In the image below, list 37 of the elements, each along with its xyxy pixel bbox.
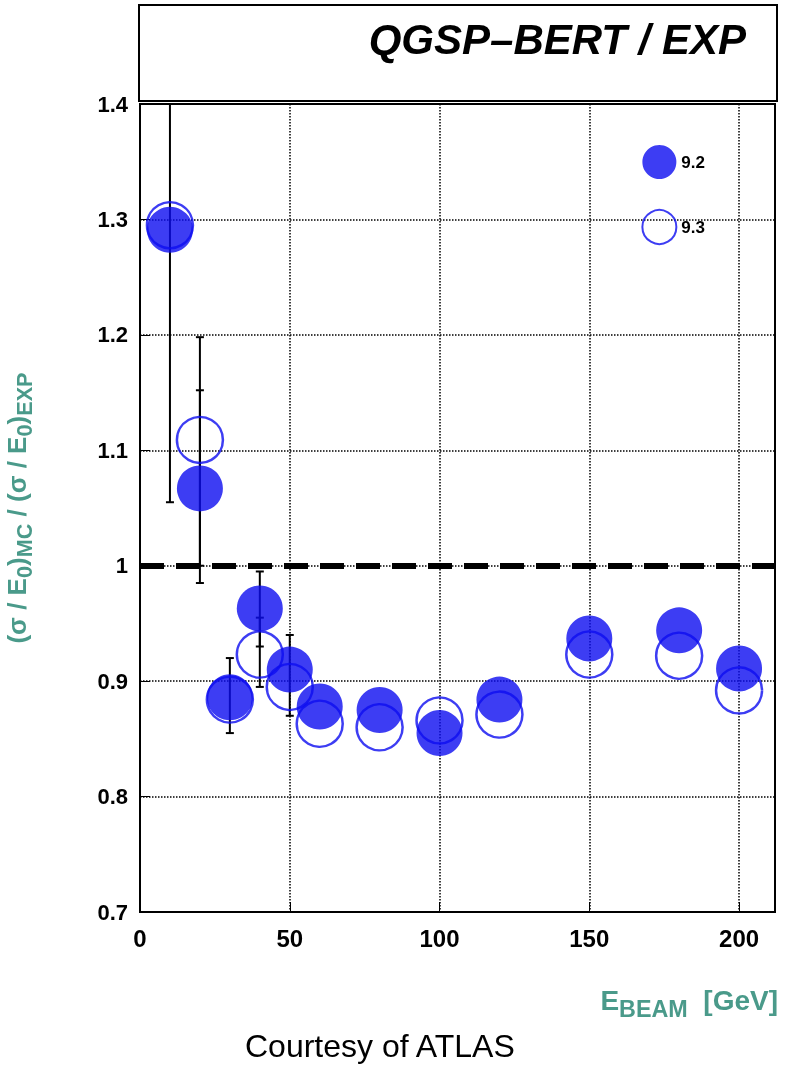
y-tick-label: 1: [115, 553, 128, 579]
text: Courtesy of ATLAS: [245, 1028, 515, 1065]
legend-label: 9.2: [681, 152, 706, 172]
point: [716, 645, 763, 692]
y-tick-label: 1.2: [97, 322, 128, 348]
y-tick-label: 1.3: [97, 206, 128, 232]
x-tick-label: 150: [569, 924, 610, 952]
point: [475, 690, 524, 739]
point: [565, 630, 614, 679]
x-axis-title: E$_{BEAM}$ [GeV]: [600, 985, 778, 1023]
legend-label: 9.3: [681, 217, 706, 237]
point: [566, 615, 613, 662]
point: [265, 662, 315, 712]
y-tick-label: 0.7: [97, 899, 128, 925]
x-tick-label: 200: [719, 924, 760, 952]
point: [145, 200, 195, 250]
y-tick-label: 1.1: [97, 437, 128, 463]
y-tick-label: 0.8: [97, 784, 128, 810]
y-tick-label: 0.9: [97, 668, 128, 694]
point: [236, 585, 283, 632]
x-tick-label: 0: [133, 924, 147, 952]
y-tick-label: 1.4: [97, 91, 129, 117]
point: [235, 630, 285, 679]
point: [415, 696, 464, 745]
x-tick-label: 50: [276, 924, 304, 952]
point: [355, 703, 404, 752]
x-tick-label: 100: [419, 924, 460, 952]
point: [176, 465, 223, 512]
chart-title: QGSP–BERT / EXP: [138, 4, 778, 102]
point: [175, 415, 225, 465]
point: [416, 710, 463, 757]
point: [656, 607, 703, 654]
point: [476, 676, 523, 723]
point: [654, 631, 704, 680]
point: [295, 699, 344, 749]
point: [356, 687, 403, 733]
point: [714, 666, 764, 715]
